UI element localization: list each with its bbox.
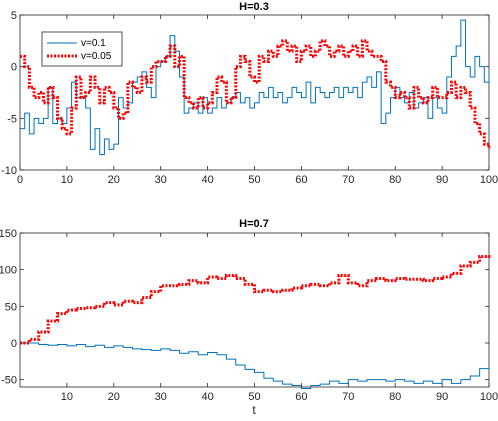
top-x-tick-label: 30 [155,174,167,186]
top-y-tick-label: -5 [7,113,17,125]
top-y-tick-label: 0 [11,62,17,74]
bottom-x-axis-label: t [252,403,256,417]
bottom-ticks-layer: 10 20 30 40 50 60 70 80 90 100 -50 0 50 100 150 [0,228,498,403]
top-subplot: H=0.3 0 10 20 30 40 50 60 70 80 90 100 -10 -5 0 5 v=0.… [1,1,498,186]
top-series-layer [20,19,491,155]
top-x-tick-label: 10 [61,174,73,186]
top-ticks-layer: 0 10 20 30 40 50 60 70 80 90 100 -10 -5 0 5 [1,10,498,186]
bottom-chart-title: H=0.7 [239,218,269,230]
legend-label-v005: v=0.05 [81,51,112,62]
top-x-tick-label: 70 [342,174,354,186]
top-y-tick-label: -10 [1,165,17,177]
bottom-x-tick-label: 10 [61,391,73,403]
legend-box [41,31,123,67]
bottom-x-tick-label: 20 [108,391,120,403]
top-x-tick-label: 50 [248,174,260,186]
bottom-x-tick-label: 30 [155,391,167,403]
legend-label-v01: v=0.1 [81,38,106,49]
bottom-y-tick-label: -50 [1,375,17,387]
bottom-x-tick-label: 70 [342,391,354,403]
top-x-tick-label: 0 [17,174,23,186]
top-x-tick-label: 40 [201,174,213,186]
bottom-x-tick-label: 100 [480,391,498,403]
bottom-x-tick-label: 80 [389,391,401,403]
bottom-x-tick-label: 40 [201,391,213,403]
top-x-tick-label: 100 [480,174,498,186]
top-x-tick-label: 80 [389,174,401,186]
bottom-y-tick-label: 50 [5,301,17,313]
bottom-series-line-v01 [20,342,490,389]
top-x-tick-label: 90 [436,174,448,186]
top-x-tick-label: 20 [108,174,120,186]
top-series-line-v01 [20,19,490,155]
top-y-tick-label: 5 [11,10,17,22]
top-x-tick-label: 60 [295,174,307,186]
bottom-y-tick-label: 0 [11,338,17,350]
bottom-y-tick-label: 100 [0,265,17,277]
bottom-x-tick-label: 60 [295,391,307,403]
bottom-subplot: H=0.7 10 20 30 40 50 60 70 80 90 100-50050100150 … [0,218,498,417]
bottom-plot-area [19,232,490,388]
bottom-y-tick-label: 150 [0,228,17,240]
bottom-series-line-v005 [20,254,491,345]
bottom-x-tick-label: 50 [248,391,260,403]
legend: v=0.1 v=0.05 [41,31,123,67]
bottom-series-layer [20,254,491,389]
bottom-x-tick-label: 90 [436,391,448,403]
top-series-line-v005 [20,39,491,150]
top-chart-title: H=0.3 [239,1,269,13]
